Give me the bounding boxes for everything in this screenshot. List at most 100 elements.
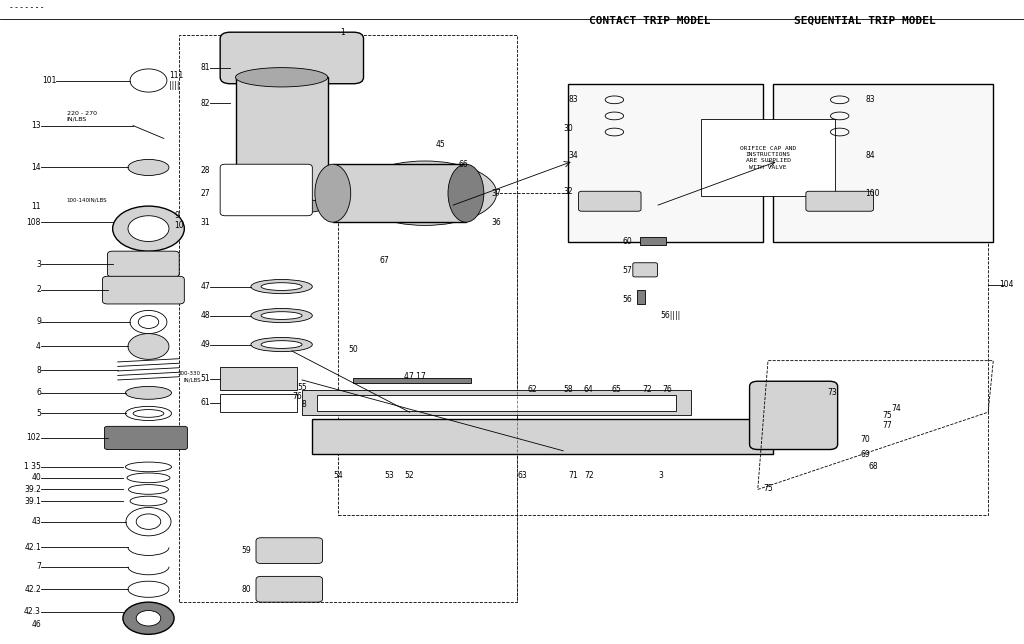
Text: 31: 31 — [201, 218, 210, 227]
Text: 1 35: 1 35 — [25, 462, 41, 471]
FancyBboxPatch shape — [104, 426, 187, 450]
Ellipse shape — [127, 473, 170, 483]
Ellipse shape — [251, 279, 312, 294]
Text: 51: 51 — [201, 374, 210, 383]
Text: 58: 58 — [563, 385, 573, 394]
Text: 102: 102 — [27, 433, 41, 442]
Text: 13: 13 — [32, 121, 41, 130]
Bar — [568, 84, 763, 242]
Bar — [220, 367, 297, 390]
Text: 45: 45 — [435, 140, 445, 149]
Text: 4: 4 — [36, 342, 41, 351]
Text: 7: 7 — [36, 562, 41, 571]
Text: 28: 28 — [201, 166, 210, 175]
Text: 68: 68 — [868, 462, 878, 471]
Text: 76: 76 — [663, 385, 673, 394]
Text: 27: 27 — [201, 189, 210, 198]
Text: 70: 70 — [860, 435, 870, 444]
Text: 101: 101 — [42, 76, 56, 85]
Text: 43: 43 — [31, 517, 41, 526]
Text: 56||||: 56|||| — [660, 311, 681, 320]
Ellipse shape — [261, 312, 302, 319]
Text: 61: 61 — [201, 398, 210, 407]
Text: - - - - - - -: - - - - - - - — [10, 3, 44, 12]
Text: ORIFICE CAP AND
INSTRUCTIONS
ARE SUPPLIED
WITH VALVE: ORIFICE CAP AND INSTRUCTIONS ARE SUPPLIE… — [740, 146, 796, 169]
Text: 74: 74 — [891, 404, 901, 413]
Ellipse shape — [129, 484, 168, 495]
Text: 8: 8 — [301, 400, 306, 409]
Ellipse shape — [125, 406, 171, 421]
Bar — [637, 290, 645, 304]
Bar — [220, 394, 297, 412]
Text: 1: 1 — [341, 28, 345, 37]
Bar — [317, 395, 676, 411]
Text: 14: 14 — [32, 163, 41, 172]
Text: 6: 6 — [36, 388, 41, 397]
Bar — [179, 35, 517, 602]
Bar — [312, 419, 773, 454]
Text: 47 17: 47 17 — [403, 372, 426, 381]
Text: 300-330
IN/LBS: 300-330 IN/LBS — [178, 372, 201, 382]
Circle shape — [136, 611, 161, 626]
Text: 3: 3 — [36, 260, 41, 269]
Text: 82: 82 — [201, 99, 210, 108]
Text: 100-140IN/LBS: 100-140IN/LBS — [67, 197, 108, 202]
Text: 39.1: 39.1 — [25, 497, 41, 506]
Ellipse shape — [261, 341, 302, 348]
Ellipse shape — [251, 337, 312, 352]
Circle shape — [138, 316, 159, 328]
FancyBboxPatch shape — [256, 576, 323, 602]
Text: 72: 72 — [642, 385, 652, 394]
Text: 54: 54 — [333, 471, 343, 480]
Text: 5: 5 — [36, 409, 41, 418]
Ellipse shape — [133, 410, 164, 417]
Bar — [302, 390, 691, 415]
Text: 62: 62 — [527, 385, 538, 394]
Text: 81: 81 — [201, 63, 210, 72]
Text: 100: 100 — [865, 189, 880, 198]
Ellipse shape — [449, 164, 484, 222]
Circle shape — [126, 507, 171, 536]
Text: 42.2: 42.2 — [25, 585, 41, 594]
Text: 69: 69 — [860, 450, 870, 459]
Text: 57: 57 — [623, 266, 633, 275]
Circle shape — [123, 602, 174, 634]
FancyBboxPatch shape — [108, 251, 179, 277]
Ellipse shape — [251, 308, 312, 323]
FancyBboxPatch shape — [750, 381, 838, 450]
Ellipse shape — [353, 161, 497, 225]
Circle shape — [130, 310, 167, 334]
Bar — [338, 193, 988, 515]
Ellipse shape — [236, 68, 328, 87]
Text: 75: 75 — [763, 484, 773, 493]
Ellipse shape — [128, 160, 169, 176]
Text: 84: 84 — [865, 151, 874, 160]
Text: 42.1: 42.1 — [25, 543, 41, 552]
Bar — [236, 77, 328, 206]
Text: CONTACT TRIP MODEL: CONTACT TRIP MODEL — [590, 16, 711, 26]
Text: 220 - 270
IN/LBS: 220 - 270 IN/LBS — [67, 111, 96, 121]
Text: 66: 66 — [459, 160, 469, 169]
Text: 36: 36 — [492, 218, 502, 227]
Text: 32: 32 — [564, 187, 573, 196]
Bar — [640, 237, 666, 245]
Text: 42.3: 42.3 — [25, 607, 41, 616]
Text: 104: 104 — [999, 280, 1014, 289]
Text: 80: 80 — [242, 585, 251, 594]
Text: 2: 2 — [36, 285, 41, 294]
Text: 65: 65 — [611, 385, 622, 394]
Text: 56: 56 — [623, 295, 633, 304]
Ellipse shape — [125, 462, 171, 471]
Text: 46: 46 — [31, 620, 41, 629]
Ellipse shape — [236, 198, 328, 214]
Text: 10: 10 — [174, 221, 183, 230]
Text: 48: 48 — [201, 311, 210, 320]
FancyBboxPatch shape — [579, 191, 641, 211]
Text: 9: 9 — [36, 317, 41, 327]
Bar — [773, 84, 993, 242]
Text: 83: 83 — [569, 95, 579, 104]
Text: 76: 76 — [292, 392, 302, 401]
Text: 50: 50 — [348, 345, 358, 354]
Text: 72: 72 — [584, 471, 594, 480]
Ellipse shape — [261, 283, 302, 290]
